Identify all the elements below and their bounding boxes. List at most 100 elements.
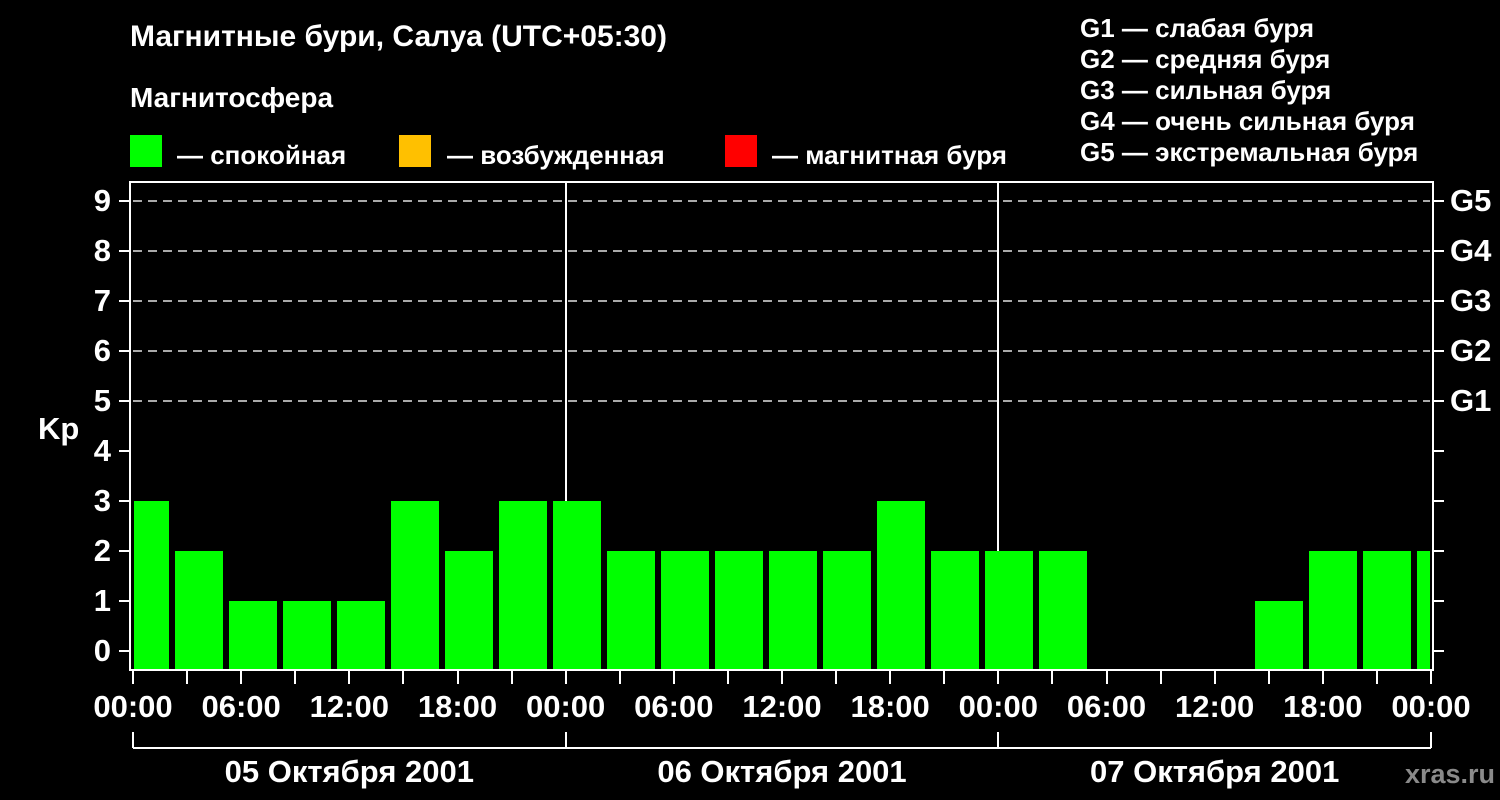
- storm-scale-legend: G1 — слабая буря G2 — средняя буря G3 — …: [1080, 13, 1418, 168]
- y-axis-tick-right: [1432, 500, 1444, 502]
- kp-bar: [229, 601, 277, 669]
- kp-bar: [931, 551, 979, 669]
- kp-bar: [283, 601, 331, 669]
- storm-scale-g5: G5 — экстремальная буря: [1080, 137, 1419, 167]
- kp-bar: [877, 501, 925, 669]
- x-axis-tick: [781, 671, 783, 684]
- watermark: xras.ru: [1404, 759, 1495, 789]
- kp-bar: [337, 601, 385, 669]
- storm-scale-g3: G3 — сильная буря: [1080, 75, 1332, 105]
- grid-line: [133, 300, 1430, 302]
- x-tick-label: 06:00: [1066, 689, 1147, 724]
- y-axis-tick: [119, 500, 131, 502]
- page-title: Магнитные бури, Салуа (UTC+05:30): [130, 20, 667, 53]
- y-tick-label: 8: [93, 233, 111, 268]
- y-axis-tick: [119, 400, 131, 402]
- y-axis-tick: [119, 450, 131, 452]
- legend-label-excited: — возбужденная: [447, 140, 665, 170]
- x-axis-tick: [943, 671, 946, 684]
- kp-bar: [715, 551, 763, 669]
- legend-swatch-quiet: [130, 135, 162, 167]
- y-tick-label: 0: [93, 633, 111, 668]
- x-tick-label: 00:00: [93, 689, 173, 724]
- x-axis-tick: [726, 671, 729, 684]
- x-axis-tick: [835, 671, 838, 684]
- x-axis-tick: [618, 671, 621, 684]
- right-axis-label: G3: [1450, 283, 1492, 318]
- kp-bar: [1363, 551, 1411, 669]
- x-axis-tick: [186, 671, 189, 684]
- kp-bar: [499, 501, 547, 669]
- x-axis-tick: [1105, 671, 1108, 684]
- right-axis-label: G5: [1450, 183, 1492, 218]
- y-axis-tick-right: [1432, 450, 1444, 452]
- kp-bar: [769, 551, 817, 669]
- kp-bar: [985, 551, 1033, 669]
- date-bracket-tick: [132, 732, 134, 748]
- grid-line: [133, 400, 1430, 402]
- right-axis-label: G4: [1450, 233, 1492, 268]
- x-tick-label: 12:00: [309, 689, 389, 724]
- plot-area-border: [129, 181, 1434, 671]
- y-axis-tick-right: [1432, 300, 1444, 302]
- date-bracket-line: [133, 747, 1431, 749]
- y-axis-title: Kp: [38, 411, 80, 446]
- date-label: 05 Октября 2001: [224, 754, 474, 789]
- kp-bar: [391, 501, 439, 669]
- storm-scale-g1: G1 — слабая буря: [1080, 13, 1315, 43]
- x-axis-tick: [402, 671, 405, 684]
- y-axis-tick: [119, 200, 131, 202]
- y-tick-label: 1: [93, 583, 111, 618]
- y-axis-tick-right: [1432, 200, 1444, 202]
- y-tick-label: 6: [93, 333, 111, 368]
- y-tick-label: 9: [93, 183, 111, 218]
- y-axis-tick-right: [1432, 400, 1444, 402]
- y-tick-label: 5: [93, 383, 111, 418]
- y-axis-tick: [119, 550, 131, 552]
- x-tick-label: 12:00: [1175, 689, 1255, 724]
- y-axis-tick-right: [1432, 650, 1444, 652]
- date-bracket-tick: [1430, 732, 1432, 748]
- x-tick-label: 06:00: [201, 689, 281, 724]
- day-separator: [997, 183, 1000, 669]
- kp-bar: [1417, 551, 1430, 669]
- x-axis-tick: [1159, 671, 1162, 684]
- x-tick-label: 18:00: [1283, 689, 1363, 724]
- x-axis-tick: [456, 671, 459, 684]
- y-axis-tick-right: [1432, 550, 1444, 552]
- x-tick-label: 00:00: [1391, 689, 1471, 724]
- y-axis-tick-right: [1432, 600, 1444, 602]
- kp-bar: [1255, 601, 1303, 669]
- y-axis-tick: [119, 350, 131, 352]
- x-axis-tick: [510, 671, 513, 684]
- date-bracket-tick: [997, 732, 1000, 748]
- x-axis-tick: [348, 671, 351, 684]
- x-axis-tick: [1051, 671, 1054, 684]
- y-axis-tick: [119, 600, 131, 602]
- kp-bar: [823, 551, 871, 669]
- kp-bar: [1039, 551, 1087, 669]
- kp-bar: [134, 501, 169, 669]
- storm-scale-g2: G2 — средняя буря: [1080, 44, 1331, 74]
- x-tick-label: 06:00: [634, 689, 714, 724]
- kp-bar: [175, 551, 223, 669]
- x-tick-label: 00:00: [958, 689, 1038, 724]
- y-tick-label: 4: [93, 433, 111, 468]
- y-axis-tick: [119, 300, 131, 302]
- kp-bar: [553, 501, 601, 669]
- y-axis-tick-right: [1432, 350, 1444, 352]
- y-tick-label: 7: [93, 283, 111, 318]
- grid-line: [133, 200, 1430, 202]
- y-axis-tick-right: [1432, 250, 1444, 252]
- x-axis-tick: [564, 671, 567, 684]
- x-axis-tick: [1213, 671, 1216, 684]
- x-axis-tick: [240, 671, 243, 684]
- legend-swatch-excited: [399, 135, 431, 167]
- x-tick-label: 18:00: [417, 689, 498, 724]
- kp-bar: [1309, 551, 1357, 669]
- storm-scale-g4: G4 — очень сильная буря: [1080, 106, 1415, 136]
- x-axis-tick: [294, 671, 297, 684]
- x-axis-tick: [672, 671, 675, 684]
- grid-line: [133, 350, 1430, 352]
